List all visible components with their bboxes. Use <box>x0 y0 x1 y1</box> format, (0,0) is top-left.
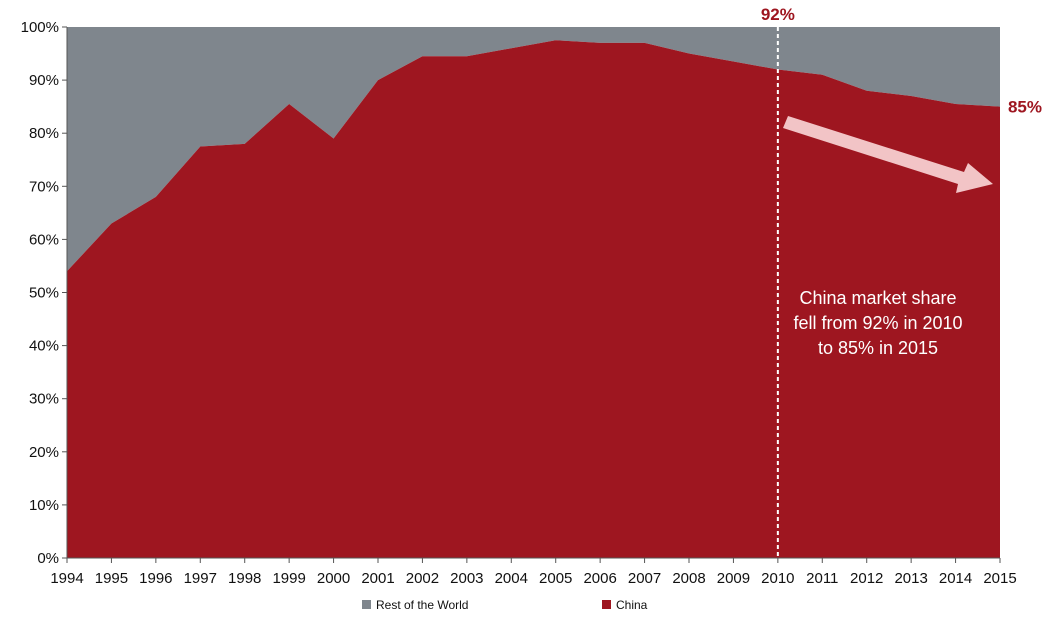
y-tick-label: 70% <box>29 178 59 195</box>
x-tick-label: 1999 <box>272 570 305 587</box>
series-area-rest-of-the-world <box>67 27 1000 272</box>
legend-swatch <box>602 600 611 609</box>
legend-swatch <box>362 600 371 609</box>
x-tick-label: 2002 <box>406 570 439 587</box>
y-tick-label: 80% <box>29 125 59 142</box>
series-area-china <box>67 40 1000 558</box>
x-tick-label: 2012 <box>850 570 883 587</box>
y-tick-label: 50% <box>29 285 59 302</box>
x-tick-label: 2001 <box>361 570 394 587</box>
x-tick-label: 2008 <box>672 570 705 587</box>
x-tick-label: 1998 <box>228 570 261 587</box>
y-tick-label: 30% <box>29 391 59 408</box>
annotation-line-3: to 85% in 2015 <box>818 338 938 358</box>
y-tick-labels: 0% 10% 20% 30% 40% 50% 60% 70% 80% 90% 100% <box>21 19 67 567</box>
x-tick-label: 1995 <box>95 570 128 587</box>
plot-areas <box>67 27 1000 558</box>
y-tick-label: 0% <box>37 550 59 567</box>
trend-down-arrow <box>783 116 993 193</box>
x-tick-label: 2004 <box>495 570 528 587</box>
callout-2015-value: 85% <box>1008 98 1042 117</box>
x-tick-label: 1994 <box>50 570 83 587</box>
y-tick-label: 10% <box>29 497 59 514</box>
legend-item: China <box>602 598 648 612</box>
legend-label: China <box>616 598 648 612</box>
y-tick-label: 90% <box>29 72 59 89</box>
x-tick-label: 2009 <box>717 570 750 587</box>
y-tick-label: 100% <box>21 19 59 36</box>
x-tick-label: 2015 <box>983 570 1016 587</box>
annotation-line-2: fell from 92% in 2010 <box>793 313 962 333</box>
legend-label: Rest of the World <box>376 598 468 612</box>
x-tick-label: 2013 <box>894 570 927 587</box>
x-tick-label: 2010 <box>761 570 794 587</box>
y-tick-label: 40% <box>29 338 59 355</box>
x-tick-label: 2005 <box>539 570 572 587</box>
x-tick-label: 2000 <box>317 570 350 587</box>
x-tick-label: 2014 <box>939 570 972 587</box>
x-tick-label: 2007 <box>628 570 661 587</box>
x-tick-label: 2003 <box>450 570 483 587</box>
x-tick-labels: 1994 1995 1996 1997 1998 1999 2000 2001 2002 2003… <box>50 558 1017 587</box>
x-tick-label: 2011 <box>806 570 838 587</box>
y-tick-label: 20% <box>29 444 59 461</box>
annotation-line-1: China market share <box>799 288 956 308</box>
x-tick-label: 1997 <box>184 570 217 587</box>
y-tick-label: 60% <box>29 231 59 248</box>
legend: Rest of the World China <box>362 598 648 612</box>
x-tick-label: 2006 <box>583 570 616 587</box>
x-tick-label: 1996 <box>139 570 172 587</box>
legend-item: Rest of the World <box>362 598 468 612</box>
callout-2010-value: 92% <box>761 5 795 24</box>
